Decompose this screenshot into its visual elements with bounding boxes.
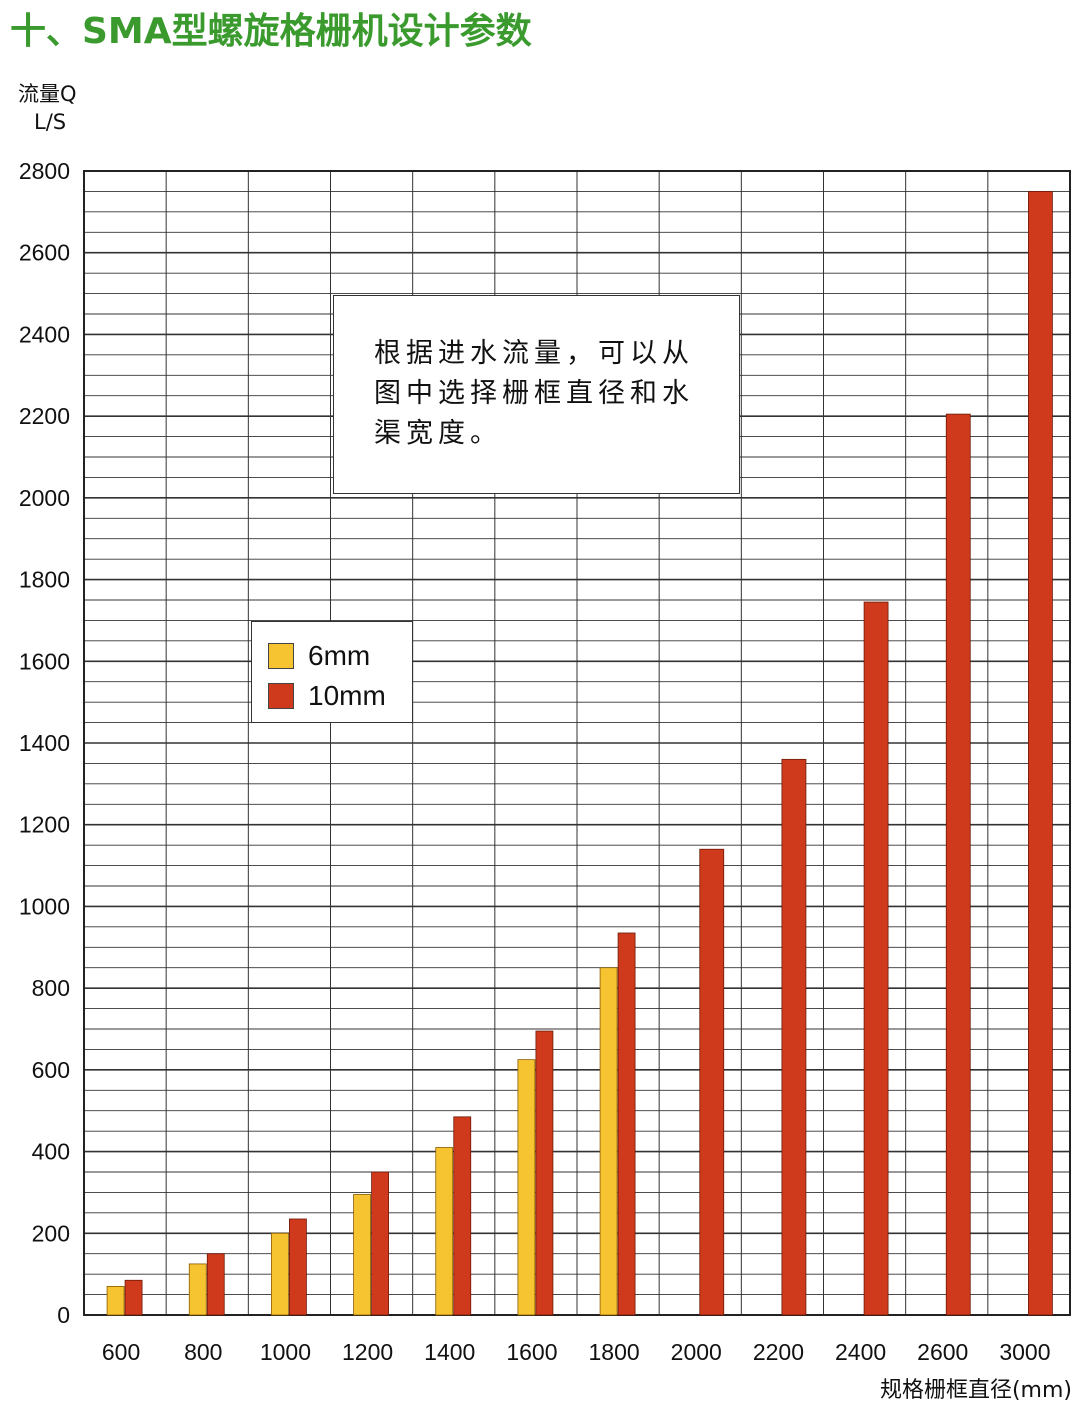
bar-10mm-800 (206, 1253, 225, 1316)
legend-swatch-10mm (268, 683, 294, 709)
x-tick-label: 1400 (424, 1339, 475, 1365)
bar-10mm-3000 (1028, 191, 1053, 1316)
legend: 6mm 10mm (251, 621, 413, 723)
x-tick-label: 800 (184, 1339, 222, 1365)
x-tick-label: 1200 (342, 1339, 393, 1365)
legend-label-6mm: 6mm (308, 640, 371, 671)
bars (106, 191, 1053, 1316)
y-tick-label: 2000 (19, 485, 70, 511)
x-axis-label: 规格栅框直径(mm) (879, 1378, 1072, 1403)
x-tick-label: 2200 (753, 1339, 804, 1365)
y-tick-label: 800 (32, 975, 70, 1001)
bar-6mm-1600 (517, 1059, 536, 1316)
y-tick-label: 600 (32, 1057, 70, 1083)
bar-10mm-1400 (453, 1116, 472, 1316)
y-tick-label: 1400 (19, 730, 70, 756)
x-tick-label: 2600 (917, 1339, 968, 1365)
x-tick-label: 1600 (506, 1339, 557, 1365)
bar-6mm-1000 (271, 1232, 289, 1316)
y-tick-label: 2400 (19, 321, 70, 347)
x-tick-label: 600 (102, 1339, 140, 1365)
x-tick-label: 1800 (588, 1339, 639, 1365)
y-tick-label: 1200 (19, 812, 70, 838)
bar-10mm-2200 (781, 758, 807, 1316)
y-tick-label: 400 (32, 1139, 70, 1165)
plot-frame (83, 170, 1071, 1316)
bar-6mm-1400 (435, 1147, 454, 1316)
y-axis-label: 流量Q (18, 82, 77, 106)
x-tick-label: 3000 (999, 1339, 1050, 1365)
legend-item-6mm: 6mm (268, 636, 412, 676)
y-axis-unit: L/S (34, 110, 67, 134)
y-tick-label: 1600 (19, 648, 70, 674)
y-tick-label: 1800 (19, 567, 70, 593)
note-text: 根据进水流量，可以从图中选择栅框直径和水渠宽度。 (374, 338, 694, 449)
bar-6mm-1800 (599, 967, 618, 1316)
page-title: 十、SMA型螺旋格栅机设计参数 (10, 11, 532, 52)
x-tick-labels: 600 800 1000 1200 1400 1600 1800 2000 2200 2400 26… (102, 1339, 1051, 1365)
legend-label-10mm: 10mm (308, 680, 386, 711)
bar-10mm-1000 (289, 1218, 307, 1316)
bar-10mm-600 (124, 1279, 143, 1316)
y-tick-label: 200 (32, 1220, 70, 1246)
bar-10mm-2400 (863, 601, 889, 1316)
bar-10mm-2000 (699, 848, 725, 1316)
bar-10mm-2600 (945, 413, 971, 1316)
note-box: 根据进水流量，可以从图中选择栅框直径和水渠宽度。 (333, 295, 740, 494)
bar-6mm-600 (106, 1286, 125, 1316)
legend-item-10mm: 10mm (268, 676, 412, 716)
legend-swatch-6mm (268, 643, 294, 669)
y-tick-label: 2600 (19, 240, 70, 266)
x-tick-label: 1000 (260, 1339, 311, 1365)
y-tick-label: 1000 (19, 893, 70, 919)
bar-6mm-800 (188, 1263, 207, 1316)
bar-10mm-1200 (371, 1171, 389, 1316)
grid (83, 170, 1071, 1316)
bar-6mm-1200 (353, 1194, 371, 1316)
bar-10mm-1600 (535, 1030, 554, 1316)
x-tick-label: 2400 (835, 1339, 886, 1365)
y-tick-labels: 0 200 400 600 800 1000 1200 1400 1600 1800 2000 220… (19, 158, 70, 1328)
y-tick-label: 2200 (19, 403, 70, 429)
bar-10mm-1800 (617, 932, 636, 1316)
x-tick-label: 2000 (671, 1339, 722, 1365)
y-tick-label: 2800 (19, 158, 70, 184)
y-tick-label: 0 (57, 1302, 70, 1328)
